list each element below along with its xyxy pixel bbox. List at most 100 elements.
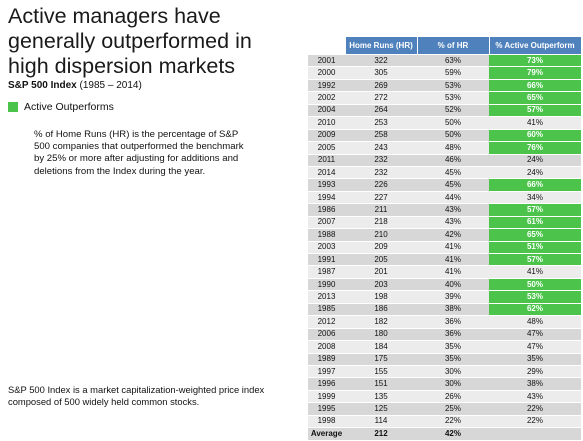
table-row: 1990 203 40% 50% [308,277,581,292]
cell-active-outperform: 76% [489,141,581,155]
table-row: 1986 211 43% 57% [308,203,581,217]
cell-active-outperform: 29% [489,364,581,379]
cell-active-outperform: 60% [489,128,581,143]
cell-pct-hr: 38% [417,302,489,317]
table-row: 2013 198 39% 53% [308,290,581,304]
table-row: 1985 186 38% 62% [308,302,581,317]
cell-home-runs: 253 [345,116,417,130]
cell-home-runs: 198 [345,290,417,304]
cell-home-runs: 218 [345,215,417,230]
cell-pct-hr: 50% [417,116,489,130]
cell-home-runs: 186 [345,302,417,317]
cell-home-runs: 210 [345,228,417,242]
cell-year: 2001 [308,53,345,68]
cell-pct-hr: 35% [417,340,489,354]
description-text: % of Home Runs (HR) is the percentage of… [34,129,244,177]
cell-home-runs: 184 [345,340,417,354]
cell-home-runs: 182 [345,315,417,329]
cell-active-outperform: 73% [489,53,581,68]
table-header-row: Home Runs (HR) % of HR % Active Outperfo… [308,36,582,55]
cell-year: 2006 [308,327,345,342]
cell-year: 1986 [308,203,345,217]
cell-home-runs: 175 [345,352,417,366]
table-row: 2008 184 35% 47% [308,340,581,354]
cell-year: 2005 [308,141,345,155]
cell-year: 2014 [308,165,345,180]
cell-year: 1990 [308,277,345,292]
table-row: 2002 272 53% 65% [308,91,581,105]
table-row: 2004 264 52% 57% [308,103,581,118]
cell-active-outperform: 24% [489,165,581,180]
cell-year: 1995 [308,402,345,416]
cell-home-runs: 322 [345,53,417,68]
table-row: 2012 182 36% 48% [308,315,581,329]
table-row: 1993 226 45% 66% [308,178,581,192]
table-row: 1999 135 26% 43% [308,389,581,404]
cell-home-runs: 226 [345,178,417,192]
cell-home-runs: 209 [345,240,417,255]
page-title: Active managers have generally outperfor… [8,4,252,78]
table-row: 2000 305 59% 79% [308,66,581,80]
cell-pct-hr: 59% [417,66,489,80]
cell-home-runs: 205 [345,252,417,267]
cell-active-outperform: 66% [489,178,581,192]
cell-active-outperform: 34% [489,190,581,205]
cell-pct-hr: 42% [417,228,489,242]
cell-year: 2004 [308,103,345,118]
cell-year: 1991 [308,252,345,267]
cell-active-outperform: 48% [489,315,581,329]
subtitle-date-range: (1985 – 2014) [76,80,142,91]
average-pct-hr: 42% [417,427,489,441]
cell-pct-hr: 43% [417,215,489,230]
cell-pct-hr: 45% [417,165,489,180]
cell-active-outperform: 61% [489,215,581,230]
cell-active-outperform: 57% [489,203,581,217]
table-body: 2001 322 63% 73% 2000 305 59% 79% 1992 269 53% 66% 2… [308,53,581,441]
subtitle: S&P 500 Index (1985 – 2014) [8,80,142,91]
cell-pct-hr: 40% [417,277,489,292]
cell-pct-hr: 44% [417,190,489,205]
cell-active-outperform: 41% [489,116,581,130]
cell-active-outperform: 79% [489,66,581,80]
cell-active-outperform: 57% [489,252,581,267]
table-row: 2007 218 43% 61% [308,215,581,230]
table-row: 2011 232 46% 24% [308,153,581,167]
cell-active-outperform: 66% [489,78,581,93]
cell-year: 1988 [308,228,345,242]
home-runs-table: Home Runs (HR) % of HR % Active Outperfo… [308,36,582,441]
table-row: 1998 114 22% 22% [308,414,581,429]
cell-home-runs: 135 [345,389,417,404]
cell-year: 2000 [308,66,345,80]
cell-pct-hr: 36% [417,327,489,342]
cell-active-outperform: 24% [489,153,581,167]
cell-pct-hr: 41% [417,252,489,267]
cell-active-outperform: 51% [489,240,581,255]
cell-pct-hr: 41% [417,265,489,279]
cell-pct-hr: 53% [417,91,489,105]
cell-active-outperform: 53% [489,290,581,304]
table-row: 1991 205 41% 57% [308,252,581,267]
average-home-runs: 212 [345,427,417,441]
cell-year: 2008 [308,340,345,354]
average-label: Average [308,427,345,441]
cell-home-runs: 114 [345,414,417,429]
cell-active-outperform: 43% [489,389,581,404]
cell-home-runs: 211 [345,203,417,217]
cell-active-outperform: 65% [489,228,581,242]
cell-active-outperform: 47% [489,340,581,354]
cell-year: 1987 [308,265,345,279]
cell-active-outperform: 38% [489,377,581,391]
cell-year: 2002 [308,91,345,105]
table-row: 1994 227 44% 34% [308,190,581,205]
table-row: 1995 125 25% 22% [308,402,581,416]
table-row: 1997 155 30% 29% [308,364,581,379]
cell-active-outperform: 47% [489,327,581,342]
cell-home-runs: 232 [345,153,417,167]
cell-year: 1997 [308,364,345,379]
cell-pct-hr: 39% [417,290,489,304]
cell-pct-hr: 22% [417,414,489,429]
cell-home-runs: 227 [345,190,417,205]
footnote-text: S&P 500 Index is a market capitalization… [8,384,265,407]
cell-pct-hr: 48% [417,141,489,155]
cell-home-runs: 151 [345,377,417,391]
